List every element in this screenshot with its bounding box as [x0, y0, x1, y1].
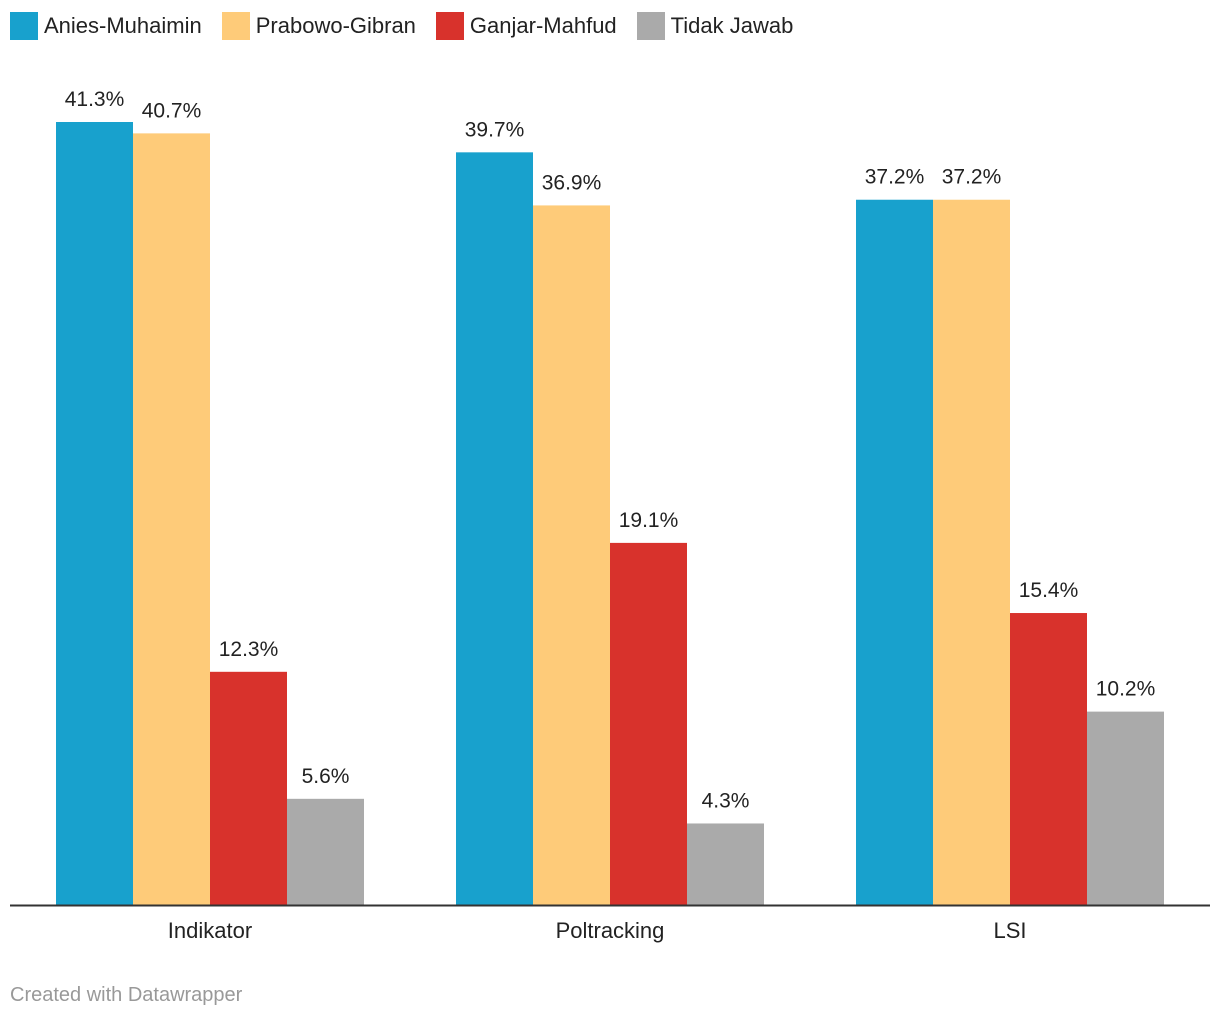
legend-label-anies-muhaimin: Anies-Muhaimin — [44, 13, 202, 38]
bar-lsi-anies-muhaimin[interactable] — [856, 199, 933, 906]
bar-poltracking-tidak-jawab[interactable] — [687, 823, 764, 905]
x-tick-label-indikator: Indikator — [168, 918, 252, 943]
data-label-lsi-anies-muhaimin: 37.2% — [865, 166, 925, 189]
legend-swatch-ganjar-mahfud — [435, 12, 464, 40]
data-label-lsi-ganjar-mahfud: 15.4% — [1019, 579, 1079, 602]
legend-swatch-tidak-jawab — [636, 12, 665, 40]
credit-text[interactable]: Created with Datawrapper — [10, 984, 243, 1006]
data-label-indikator-prabowo-gibran: 40.7% — [142, 99, 202, 122]
legend-swatch-anies-muhaimin — [10, 12, 38, 40]
bar-group-lsi: 37.2% 37.2% 15.4% 10.2% LSI — [856, 166, 1164, 943]
bar-chart: 41.3% 40.7% 12.3% 5.6% Indikator 39.7% 36.9% 19… — [10, 88, 1210, 943]
data-label-poltracking-prabowo-gibran: 36.9% — [542, 171, 602, 194]
data-label-indikator-anies-muhaimin: 41.3% — [65, 88, 125, 111]
data-label-indikator-ganjar-mahfud: 12.3% — [219, 638, 279, 661]
legend-item-prabowo-gibran[interactable]: Prabowo-Gibran — [221, 12, 416, 40]
legend-item-tidak-jawab[interactable]: Tidak Jawab — [636, 12, 794, 40]
bar-indikator-prabowo-gibran[interactable] — [133, 133, 210, 905]
data-label-indikator-tidak-jawab: 5.6% — [302, 765, 350, 788]
legend-item-anies-muhaimin[interactable]: Anies-Muhaimin — [10, 12, 202, 40]
x-tick-label-poltracking: Poltracking — [556, 918, 665, 943]
bar-poltracking-anies-muhaimin[interactable] — [456, 152, 533, 906]
legend-label-ganjar-mahfud: Ganjar-Mahfud — [469, 13, 617, 38]
legend-label-tidak-jawab: Tidak Jawab — [670, 13, 794, 38]
data-label-poltracking-anies-muhaimin: 39.7% — [465, 118, 525, 141]
bar-lsi-prabowo-gibran[interactable] — [933, 199, 1010, 906]
x-tick-label-lsi: LSI — [993, 918, 1026, 943]
bar-indikator-ganjar-mahfud[interactable] — [210, 671, 287, 905]
legend-label-prabowo-gibran: Prabowo-Gibran — [255, 13, 416, 38]
legend-swatch-prabowo-gibran — [221, 12, 250, 40]
bar-lsi-tidak-jawab[interactable] — [1087, 711, 1164, 905]
legend-item-ganjar-mahfud[interactable]: Ganjar-Mahfud — [435, 12, 617, 40]
bar-group-indikator: 41.3% 40.7% 12.3% 5.6% Indikator — [56, 88, 364, 943]
bar-lsi-ganjar-mahfud[interactable] — [1010, 613, 1087, 905]
data-label-poltracking-ganjar-mahfud: 19.1% — [619, 509, 679, 532]
legend: Anies-Muhaimin Prabowo-Gibran Ganjar-Mah… — [10, 10, 813, 42]
bar-poltracking-ganjar-mahfud[interactable] — [610, 542, 687, 905]
data-label-lsi-tidak-jawab: 10.2% — [1096, 678, 1156, 701]
bar-group-poltracking: 39.7% 36.9% 19.1% 4.3% Poltracking — [456, 118, 764, 943]
data-label-lsi-prabowo-gibran: 37.2% — [942, 166, 1002, 189]
data-label-poltracking-tidak-jawab: 4.3% — [702, 789, 750, 812]
bar-indikator-anies-muhaimin[interactable] — [56, 122, 133, 905]
bar-poltracking-prabowo-gibran[interactable] — [533, 205, 610, 905]
bar-indikator-tidak-jawab[interactable] — [287, 798, 364, 905]
